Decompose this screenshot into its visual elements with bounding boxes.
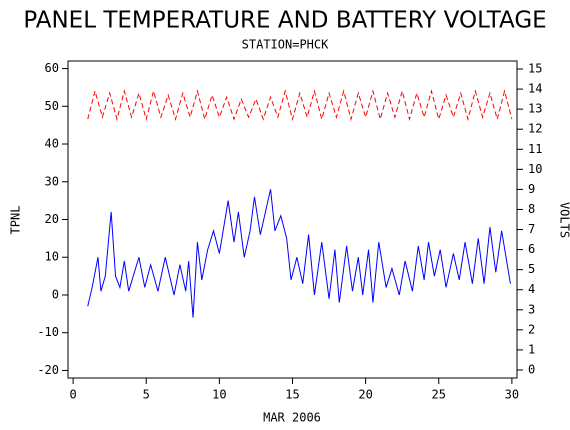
chart-subtitle: STATION=PHCK — [242, 38, 329, 52]
y-tick-label: -20 — [37, 363, 59, 377]
y-tick-label: 0 — [52, 287, 59, 301]
x-tick-label: 0 — [70, 388, 77, 402]
y2-tick-label: 4 — [528, 282, 535, 296]
x-tick-label: 30 — [505, 388, 519, 402]
y2-tick-label: 13 — [528, 102, 542, 116]
y-tick-label: 60 — [45, 61, 59, 75]
x-tick-label: 5 — [143, 388, 150, 402]
y2-tick-label: 9 — [528, 182, 535, 196]
y2-tick-label: 1 — [528, 342, 535, 356]
y-axis-label: TPNL — [9, 206, 23, 235]
y-tick-label: 20 — [45, 212, 59, 226]
y2-tick-label: 2 — [528, 322, 535, 336]
y2-tick-label: 8 — [528, 202, 535, 216]
y-tick-label: -10 — [37, 325, 59, 339]
y2-tick-label: 6 — [528, 242, 535, 256]
x-tick-label: 15 — [285, 388, 299, 402]
y2-tick-label: 7 — [528, 222, 535, 236]
y-tick-label: 50 — [45, 99, 59, 113]
y2-tick-label: 3 — [528, 302, 535, 316]
y2-tick-label: 5 — [528, 262, 535, 276]
series-line — [87, 89, 513, 122]
series-line — [87, 189, 511, 318]
y-tick-label: 30 — [45, 174, 59, 188]
x-axis-label: MAR 2006 — [263, 411, 321, 425]
x-tick-label: 10 — [212, 388, 226, 402]
x-tick-label: 25 — [432, 388, 446, 402]
y-tick-label: 10 — [45, 250, 59, 264]
y2-tick-label: 11 — [528, 142, 542, 156]
plot-frame — [67, 60, 518, 379]
y2-tick-label: 12 — [528, 122, 542, 136]
y2-axis-label: VOLTS — [558, 202, 570, 238]
chart-title: PANEL TEMPERATURE AND BATTERY VOLTAGE — [23, 8, 546, 34]
y2-tick-label: 14 — [528, 82, 542, 96]
y2-tick-label: 15 — [528, 62, 542, 76]
y2-tick-label: 0 — [528, 362, 535, 376]
y-tick-label: 40 — [45, 137, 59, 151]
x-tick-label: 20 — [358, 388, 372, 402]
y2-tick-label: 10 — [528, 162, 542, 176]
